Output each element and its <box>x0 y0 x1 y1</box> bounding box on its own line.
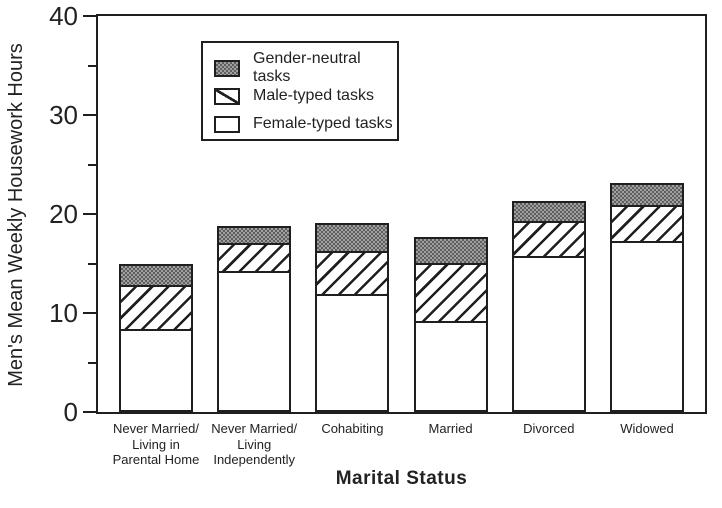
bar-segment-female-typed-tasks <box>612 242 682 410</box>
bar-segment-female-typed-tasks <box>513 257 584 410</box>
bar-segment-male-typed-tasks <box>121 287 191 331</box>
plain-swatch-icon <box>214 115 240 133</box>
y-minor-tick <box>88 64 96 67</box>
bar-divorced <box>511 201 586 412</box>
bar-segment-gender-neutral-tasks <box>513 203 584 223</box>
plot-area: Gender-neutral tasks Male-typed tasks Fe… <box>96 14 707 414</box>
x-tick-label: Never Married/ Living in Parental Home <box>112 421 200 467</box>
x-axis-title: Marital Status <box>335 468 468 489</box>
legend-item-gender-neutral: Gender-neutral tasks <box>214 50 397 85</box>
y-major-tick <box>83 411 96 413</box>
bar-segment-male-typed-tasks <box>317 252 388 297</box>
y-major-tick <box>83 114 96 116</box>
bar-segment-gender-neutral-tasks <box>219 227 290 245</box>
y-major-tick <box>83 213 96 215</box>
legend: Gender-neutral tasks Male-typed tasks Fe… <box>201 41 399 141</box>
bar-widowed <box>610 183 684 412</box>
legend-label: Gender-neutral tasks <box>253 50 361 85</box>
x-tick-label: Widowed <box>620 421 674 436</box>
y-major-tick <box>83 15 96 17</box>
x-tick-label: Cohabiting <box>321 421 384 436</box>
bar-segment-gender-neutral-tasks <box>121 265 191 288</box>
bar-segment-male-typed-tasks <box>219 244 290 274</box>
bar-never-married-living-in-parental-home <box>119 263 193 412</box>
y-major-tick <box>83 312 96 314</box>
bar-segment-female-typed-tasks <box>415 322 486 410</box>
y-minor-tick <box>88 262 96 265</box>
y-tick-label: 20 <box>49 199 78 229</box>
y-tick-label: 0 <box>63 397 78 427</box>
legend-item-male-typed: Male-typed tasks <box>214 82 397 110</box>
x-tick-label: Married <box>428 421 473 436</box>
y-minor-tick <box>88 361 96 364</box>
bar-segment-male-typed-tasks <box>612 207 682 243</box>
bar-segment-female-typed-tasks <box>121 330 191 410</box>
legend-label: Female-typed tasks <box>253 115 393 132</box>
y-tick-label: 40 <box>49 1 78 31</box>
y-tick-label: 10 <box>49 298 78 328</box>
bar-segment-female-typed-tasks <box>317 296 388 410</box>
diagonal-hatch-swatch-icon <box>214 87 240 105</box>
y-minor-tick <box>88 163 96 166</box>
bar-cohabiting <box>315 222 390 412</box>
x-tick-label: Divorced <box>523 421 575 436</box>
bar-never-married-living-independently <box>217 225 292 412</box>
y-axis-title: Men's Mean Weekly Housework Hours <box>5 43 27 387</box>
y-tick-label: 30 <box>49 100 78 130</box>
bar-segment-male-typed-tasks <box>415 264 486 323</box>
legend-label: Male-typed tasks <box>253 87 374 104</box>
bar-segment-female-typed-tasks <box>219 273 290 410</box>
bar-segment-gender-neutral-tasks <box>415 238 486 265</box>
bar-segment-gender-neutral-tasks <box>317 224 388 253</box>
x-tick-label: Never Married/ Living Independently <box>211 421 298 467</box>
bar-segment-male-typed-tasks <box>513 222 584 258</box>
gray-dots-swatch-icon <box>214 59 240 77</box>
bar-married <box>413 236 488 412</box>
legend-item-female-typed: Female-typed tasks <box>214 110 397 138</box>
bar-segment-gender-neutral-tasks <box>612 185 682 208</box>
